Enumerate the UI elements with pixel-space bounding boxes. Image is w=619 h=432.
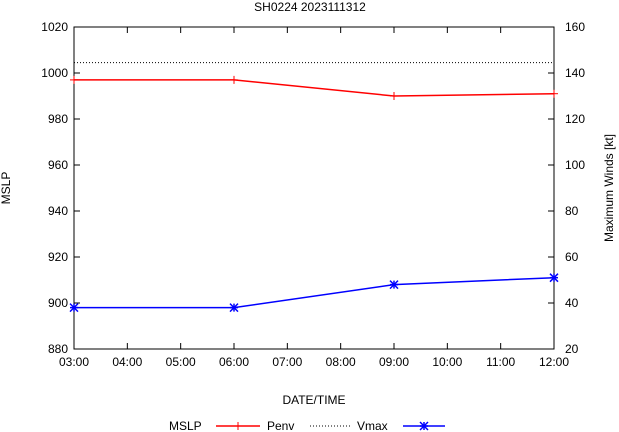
x-tick-label: 06:00 [219, 355, 249, 369]
series-line-vmax [74, 276, 555, 309]
y2-tick-label: 80 [565, 204, 579, 218]
y-axis-right: 20 40 60 80 100 120 140 160 [548, 20, 585, 356]
plot-frame [73, 26, 555, 350]
y2-tick-label: 160 [565, 20, 585, 34]
y-tick-label: 880 [48, 342, 68, 356]
x-axis-label: DATE/TIME [282, 393, 345, 407]
data-point-vmax [69, 303, 79, 313]
y2-axis-label: Maximum Winds [kt] [602, 134, 616, 242]
y-tick-label: 960 [48, 158, 68, 172]
y2-tick-label: 100 [565, 158, 585, 172]
x-tick-label: 04:00 [112, 355, 142, 369]
y2-tick-label: 40 [565, 296, 579, 310]
legend-label: MSLP [169, 419, 202, 432]
y-tick-label: 920 [48, 250, 68, 264]
chart-title: SH0224 2023111312 [254, 0, 366, 14]
series-line-penv [74, 79, 555, 97]
x-tick-label: 11:00 [486, 355, 515, 369]
x-tick-label: 09:00 [379, 355, 409, 369]
y2-tick-label: 20 [565, 342, 579, 356]
legend-marker-vmax [419, 421, 429, 431]
y-tick-label: 1020 [41, 20, 68, 34]
y-axis-label: MSLP [0, 172, 13, 205]
y-axis-left: 880 900 920 940 960 980 1000 1020 [41, 20, 80, 356]
y2-tick-label: 140 [565, 66, 585, 80]
x-tick-label: 03:00 [59, 355, 89, 369]
x-tick-label: 10:00 [432, 355, 462, 369]
x-tick-label: 05:00 [166, 355, 196, 369]
data-point-vmax [389, 280, 399, 290]
x-tick-label: 07:00 [272, 355, 302, 369]
legend-label: Penv [267, 419, 294, 432]
x-tick-label: 08:00 [326, 355, 356, 369]
y2-tick-label: 120 [565, 112, 585, 126]
y-tick-label: 900 [48, 296, 68, 310]
y2-tick-label: 60 [565, 250, 579, 264]
data-point-vmax [549, 273, 559, 283]
y-tick-label: 940 [48, 204, 68, 218]
series-layer [69, 62, 559, 313]
y-tick-label: 980 [48, 112, 68, 126]
x-axis: 03:00 04:00 05:00 06:00 07:00 08:00 09:00 10:00… [59, 27, 569, 369]
y-tick-label: 1000 [41, 66, 68, 80]
legend-label: Vmax [357, 419, 388, 432]
legend: MSLP Penv Vmax [169, 419, 445, 432]
x-tick-label: 12:00 [539, 355, 569, 369]
data-point-vmax [229, 303, 239, 313]
